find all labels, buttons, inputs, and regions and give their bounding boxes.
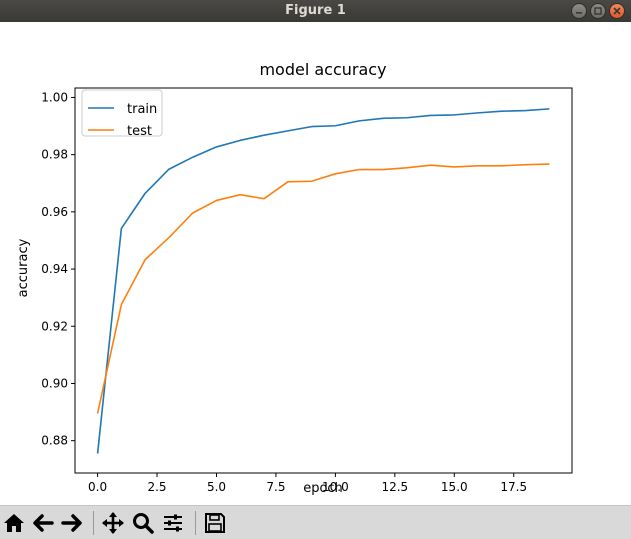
y-tick-label: 0.94 <box>41 262 68 276</box>
minimize-button[interactable] <box>571 3 587 19</box>
pan-button[interactable] <box>100 510 126 536</box>
x-tick-label: 10.0 <box>322 480 349 494</box>
x-tick-label: 15.0 <box>441 480 468 494</box>
y-tick-label: 0.88 <box>41 434 68 448</box>
subplots-button[interactable] <box>160 510 186 536</box>
series-line-train <box>96 108 550 454</box>
window-titlebar: Figure 1 <box>0 0 631 22</box>
y-tick-label: 0.92 <box>41 319 68 333</box>
back-arrow-icon <box>33 514 54 532</box>
accuracy-chart: model accuracy 0.0 2.5 5.0 7.5 10.0 12.5 15.0 1… <box>16 60 573 496</box>
toolbar-separator <box>93 511 94 535</box>
home-icon <box>4 514 24 532</box>
save-button[interactable] <box>202 510 228 536</box>
maximize-button[interactable] <box>590 3 606 19</box>
figure-canvas[interactable]: model accuracy 0.0 2.5 5.0 7.5 10.0 12.5 15.0 1… <box>0 22 631 505</box>
legend-box <box>81 89 163 137</box>
maximize-icon <box>594 7 602 15</box>
chart-title: model accuracy <box>259 60 386 79</box>
legend-label-test: test <box>127 124 152 139</box>
pan-icon <box>102 512 124 534</box>
forward-button[interactable] <box>59 510 85 536</box>
home-button[interactable] <box>1 510 27 536</box>
y-tick-label: 1.00 <box>41 90 68 104</box>
close-button[interactable] <box>609 3 625 19</box>
toolbar-separator <box>195 511 196 535</box>
y-axis-ticks: 0.88 0.90 0.92 0.94 0.96 0.98 1.00 <box>41 90 75 448</box>
x-tick-label: 2.5 <box>147 480 166 494</box>
x-tick-label: 0.0 <box>88 480 107 494</box>
x-tick-label: 7.5 <box>266 480 285 494</box>
y-tick-label: 0.90 <box>41 376 68 390</box>
subplots-icon <box>164 514 182 532</box>
legend-label-train: train <box>127 102 157 117</box>
x-axis-ticks: 0.0 2.5 5.0 7.5 10.0 12.5 15.0 17.5 <box>88 473 527 494</box>
close-icon <box>613 7 621 15</box>
window-title: Figure 1 <box>285 3 346 18</box>
legend: train test <box>81 89 163 139</box>
y-tick-label: 0.98 <box>41 148 68 162</box>
axes-frame <box>74 87 573 474</box>
navigation-toolbar <box>0 505 631 539</box>
x-axis-label: epoch <box>303 481 343 496</box>
x-tick-label: 12.5 <box>381 480 408 494</box>
y-axis-label: accuracy <box>16 238 31 297</box>
minimize-icon <box>576 12 582 14</box>
save-icon <box>205 513 225 533</box>
window-controls <box>571 3 625 19</box>
series-lines <box>96 108 550 454</box>
y-tick-label: 0.96 <box>41 205 68 219</box>
series-line-test <box>96 163 550 414</box>
forward-arrow-icon <box>61 514 82 532</box>
x-tick-label: 17.5 <box>500 480 527 494</box>
x-tick-label: 5.0 <box>207 480 226 494</box>
zoom-button[interactable] <box>130 510 156 536</box>
zoom-icon <box>133 513 154 534</box>
back-button[interactable] <box>30 510 56 536</box>
